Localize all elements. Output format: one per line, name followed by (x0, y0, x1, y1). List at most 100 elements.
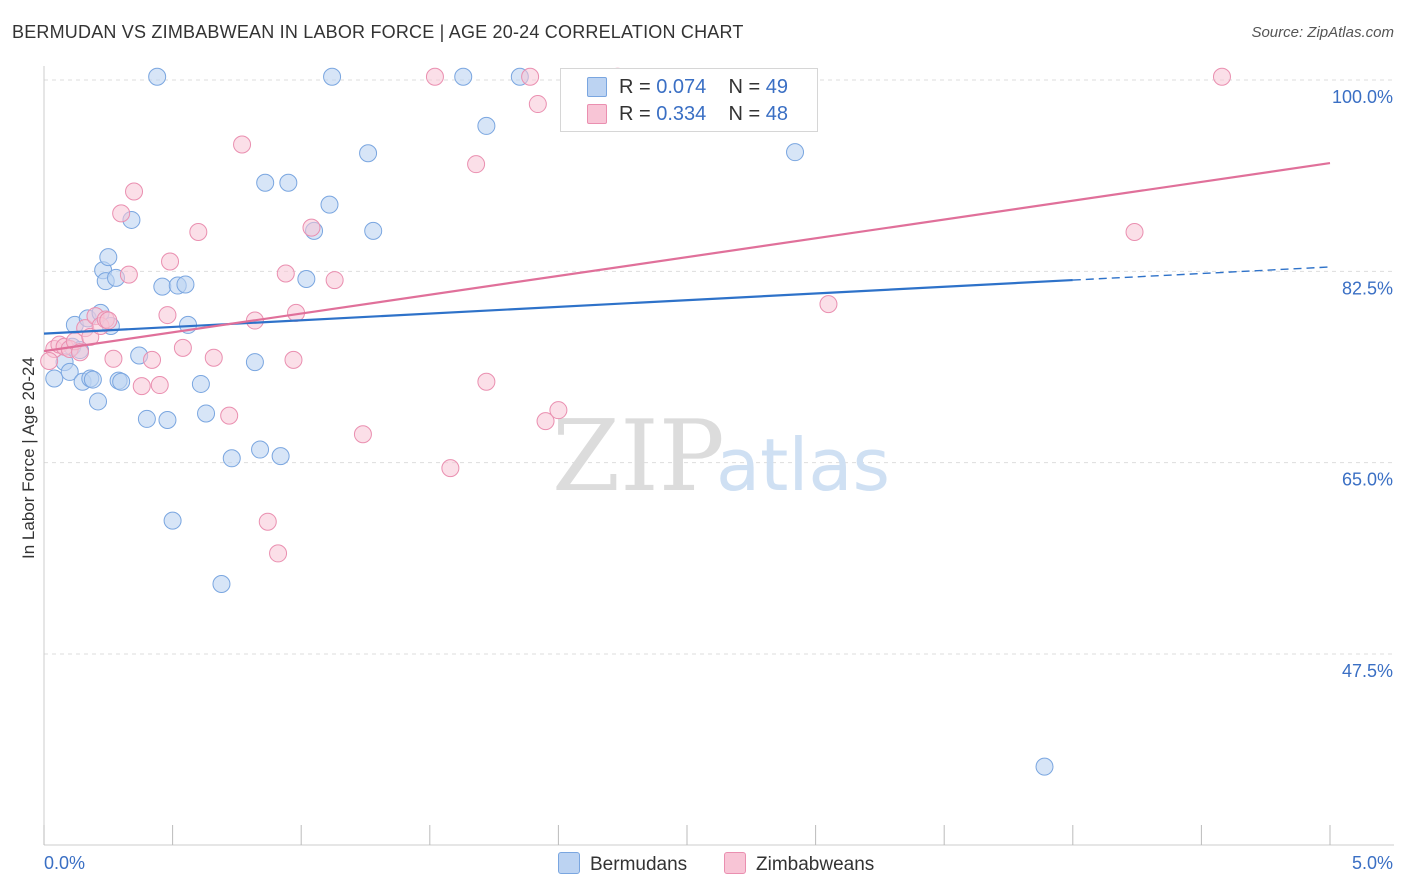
watermark-zip: ZIP (552, 400, 725, 514)
bottom-legend-zimbabweans: Zimbabweans (724, 852, 874, 876)
bottom-legend-bermudans: Bermudans (558, 852, 687, 876)
axes (43, 66, 1394, 846)
gridlines (44, 79, 1394, 655)
watermark-atlas: atlas (716, 423, 890, 507)
bermudan-point (222, 449, 241, 468)
bermudan-point (279, 173, 298, 192)
bermudan-point (60, 362, 79, 381)
zimbabwean-point (204, 348, 223, 367)
watermark: ZIP atlas (552, 400, 890, 514)
zimbabwean-point (104, 349, 123, 368)
legend-n-value: 49 (765, 76, 789, 98)
bermudan-point (45, 369, 64, 388)
zimbabwean-point (258, 512, 277, 531)
zimbabwean-point (819, 295, 838, 314)
y-tick-label: 65.0% (1342, 470, 1393, 490)
bermudan-point (191, 374, 210, 393)
chart-title: BERMUDAN VS ZIMBABWEAN IN LABOR FORCE | … (12, 22, 744, 42)
zimbabwean-point (549, 401, 568, 420)
zimbabwean-point (125, 182, 144, 201)
y-tick-label: 82.5% (1342, 278, 1393, 298)
legend-r-label: R = (619, 103, 651, 125)
zimbabwean-point (528, 95, 547, 114)
zimbabwean-point (161, 252, 180, 271)
zimbabwean-point (325, 271, 344, 290)
zimbabwean-point (477, 372, 496, 391)
zimbabwean-point (143, 350, 162, 369)
bermudan-point (153, 277, 172, 296)
bermudan-point (137, 409, 156, 428)
bermudans-trend-line (43, 278, 1073, 335)
zimbabwean-point (220, 406, 239, 425)
zimbabwean-point (276, 264, 295, 283)
bermudan-point (364, 221, 383, 240)
bermudan-point (176, 275, 195, 294)
bottom-legend-label: Zimbabweans (756, 854, 875, 875)
bermudan-point (320, 195, 339, 214)
zimbabwean-point (536, 412, 555, 431)
bermudan-point (163, 511, 182, 530)
zimbabwean-point (521, 67, 540, 86)
zimbabwean-point (302, 218, 321, 237)
zimbabwean-point (119, 265, 138, 284)
legend-r-label: R = (619, 76, 651, 98)
source-credit: Source: ZipAtlas.com (1251, 24, 1394, 41)
bermudan-point (477, 116, 496, 135)
bermudan-point (83, 370, 102, 389)
bermudan-point (454, 67, 473, 86)
legend-swatch-pink (587, 104, 607, 124)
zimbabwean-point (233, 135, 252, 154)
zimbabwean-point (353, 425, 372, 444)
zimbabwean-point (150, 376, 169, 395)
bottom-legend-swatch-pink (724, 852, 746, 874)
legend-n-value: 48 (765, 103, 789, 125)
legend-r-value: 0.074 (656, 76, 707, 98)
x-tick-label: 0.0% (44, 853, 85, 873)
legend-n-label: N = (728, 103, 761, 125)
bermudan-point (99, 248, 118, 267)
zimbabwean-point (467, 155, 486, 174)
bermudans-trend-extension (1072, 266, 1331, 281)
bermudan-point (89, 392, 108, 411)
y-axis-label: In Labor Force | Age 20-24 (19, 357, 38, 559)
zimbabwean-point (158, 306, 177, 325)
legend-swatch-blue (587, 77, 607, 97)
zimbabwean-point (425, 67, 444, 86)
zimbabwean-point (71, 343, 90, 362)
trend-lines (43, 162, 1331, 353)
zimbabwean-point (189, 222, 208, 241)
bermudan-point (786, 143, 805, 162)
zimbabwean-point (173, 338, 192, 357)
bermudan-point (112, 372, 131, 391)
bottom-legend-label: Bermudans (590, 854, 688, 875)
bermudan-point (245, 353, 264, 372)
zimbabwean-point (284, 350, 303, 369)
zimbabwean-point (40, 351, 59, 370)
bermudan-point (359, 144, 378, 163)
bermudan-point (297, 269, 316, 288)
y-tick-label: 47.5% (1342, 661, 1393, 681)
bermudan-point (256, 173, 275, 192)
zimbabwean-point (1212, 67, 1231, 86)
legend-r-value: 0.334 (656, 103, 707, 125)
bermudan-point (323, 67, 342, 86)
tick-labels: 47.5% 65.0% 82.5% 100.0% 0.0% 5.0% (44, 87, 1393, 873)
zimbabweans-points (40, 67, 1231, 563)
zimbabwean-point (132, 377, 151, 396)
zimbabwean-point (269, 544, 288, 563)
bermudan-point (1035, 757, 1054, 776)
bottom-legend-swatch-blue (558, 852, 580, 874)
legend-n-label: N = (728, 76, 761, 98)
bermudan-point (158, 411, 177, 430)
zimbabwean-point (441, 459, 460, 478)
bermudan-point (271, 447, 290, 466)
bermudan-point (148, 67, 167, 86)
bermudan-point (197, 404, 216, 423)
x-tick-label: 5.0% (1352, 853, 1393, 873)
y-tick-label: 100.0% (1332, 87, 1393, 107)
zimbabwean-point (99, 311, 118, 330)
zimbabwean-point (1125, 222, 1144, 241)
zimbabwean-point (112, 204, 131, 223)
zimbabweans-trend-line (43, 162, 1331, 353)
